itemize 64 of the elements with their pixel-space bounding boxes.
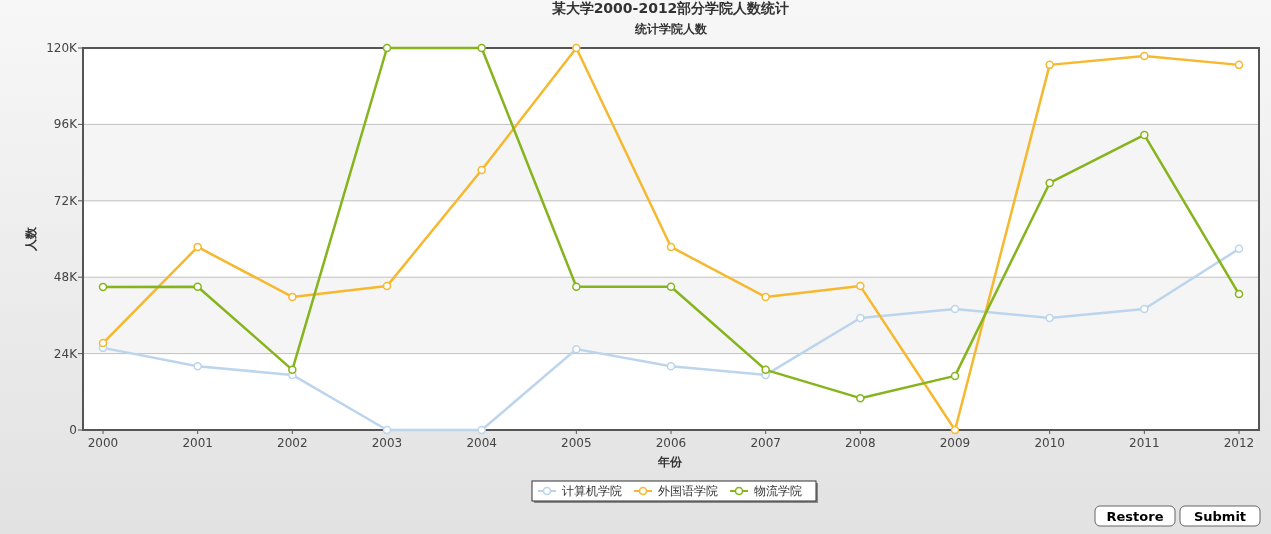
point <box>761 292 770 302</box>
x-tick-label: 2004 <box>466 436 497 450</box>
x-tick-label: 2012 <box>1223 436 1255 450</box>
chart-title: 某大学2000-2012部分学院人数统计 <box>550 0 790 16</box>
point <box>572 282 581 291</box>
point <box>193 362 202 371</box>
point <box>666 282 676 291</box>
y-tick-label: 24K <box>53 346 79 361</box>
point <box>856 281 865 291</box>
x-tick-label: 2009 <box>939 436 971 450</box>
legend-label: 计算机学院 <box>562 484 622 498</box>
x-tick-label: 2005 <box>561 436 592 450</box>
point <box>193 242 202 252</box>
point <box>761 365 770 375</box>
point <box>1045 313 1054 323</box>
point <box>1140 130 1149 140</box>
x-tick-label: 2000 <box>87 436 119 450</box>
point <box>288 292 297 302</box>
point <box>666 242 676 252</box>
text: Submit <box>1193 509 1247 524</box>
point <box>666 362 676 371</box>
x-tick-label: 2003 <box>371 436 403 450</box>
legend-label: 外国语学院 <box>658 484 718 498</box>
point <box>950 425 960 435</box>
point <box>572 43 581 53</box>
point <box>950 371 960 381</box>
point <box>288 365 297 375</box>
x-tick-label: 2011 <box>1129 436 1160 450</box>
point <box>1234 244 1244 254</box>
text: Restore <box>1106 509 1164 524</box>
point <box>382 43 392 53</box>
x-axis-title: 年份 <box>657 455 683 469</box>
x-tick-label: 2010 <box>1034 436 1065 450</box>
x-tick-label: 2006 <box>655 436 687 450</box>
point <box>477 43 486 53</box>
point <box>1140 51 1149 61</box>
legend-label: 物流学院 <box>754 484 802 498</box>
point <box>572 344 581 354</box>
x-tick-label: 2007 <box>750 436 781 450</box>
y-tick-label: 0 <box>69 423 77 437</box>
y-tick-label: 48K <box>53 270 79 285</box>
point <box>856 313 865 323</box>
point <box>477 165 486 175</box>
point <box>856 393 865 403</box>
point <box>193 282 202 291</box>
point <box>950 304 960 314</box>
chart-subtitle: 统计学院人数 <box>633 22 708 36</box>
point <box>1140 304 1149 314</box>
y-axis-title: 人数 <box>24 226 38 252</box>
x-tick-label: 2008 <box>845 436 876 450</box>
point <box>477 425 486 435</box>
point <box>382 425 392 435</box>
point <box>1045 60 1054 70</box>
point <box>1234 289 1244 299</box>
y-tick-label: 72K <box>53 193 79 208</box>
y-tick-label: 120K <box>46 41 79 55</box>
x-tick-label: 2002 <box>277 436 308 450</box>
x-tick-label: 2001 <box>182 436 213 450</box>
point <box>1234 60 1244 70</box>
y-tick-label: 96K <box>53 117 79 132</box>
point <box>98 282 108 292</box>
point <box>382 281 392 291</box>
point <box>1045 178 1054 188</box>
point <box>98 338 108 348</box>
